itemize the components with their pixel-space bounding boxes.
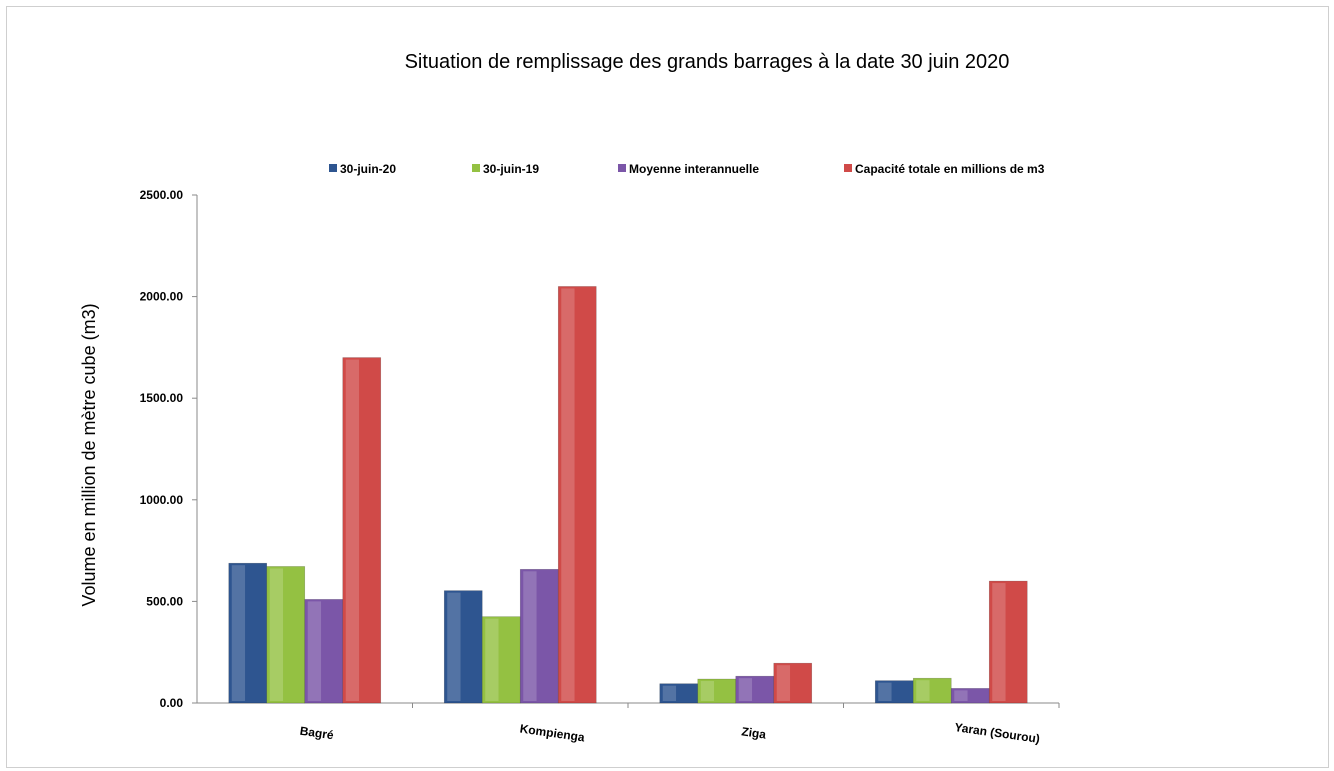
bar-highlight [561, 288, 575, 701]
bar [519, 568, 559, 704]
bar-highlight [231, 565, 246, 701]
bar-highlight [878, 682, 892, 701]
y-tick-label: 2500.00 [140, 188, 184, 202]
bar-highlight [523, 571, 537, 701]
bar-highlight [307, 601, 322, 701]
bar-highlight [776, 665, 791, 701]
chart-frame: Situation de remplissage des grands barr… [6, 6, 1329, 768]
chart-svg: Situation de remplissage des grands barr… [79, 51, 1060, 746]
bar-highlight [447, 592, 461, 701]
bar [988, 580, 1028, 704]
legend-swatch [329, 164, 337, 172]
bar [443, 590, 483, 704]
legend-label: Capacité totale en millions de m3 [855, 162, 1045, 176]
legend: 30-juin-20 30-juin-19 Moyenne interannuell… [329, 162, 1045, 176]
chart-title: Situation de remplissage des grands barr… [405, 51, 1010, 73]
legend-label: 30-juin-19 [483, 162, 539, 176]
y-axis-label: Volume en million de mètre cube (m3) [79, 303, 99, 606]
y-tick-label: 2000.00 [140, 290, 184, 304]
bar-highlight [916, 680, 930, 701]
bar-highlight [345, 359, 360, 701]
x-tick-label: Kompienga [519, 722, 586, 745]
legend-label: 30-juin-20 [340, 162, 396, 176]
x-tick-label: Ziga [741, 724, 768, 741]
legend-swatch [844, 164, 852, 172]
bar [557, 286, 597, 704]
bar [912, 677, 952, 704]
bar [304, 599, 344, 704]
y-tick-label: 1000.00 [140, 493, 184, 507]
legend-label: Moyenne interannuelle [629, 162, 759, 176]
y-tick-label: 1500.00 [140, 391, 184, 405]
bar-highlight [954, 690, 968, 701]
x-tick-label: Yaran (Sourou) [954, 720, 1041, 746]
bar-highlight [700, 681, 715, 701]
bar-highlight [992, 583, 1006, 701]
bar [773, 662, 813, 704]
bar-highlight [738, 678, 753, 701]
bar-highlight [269, 568, 284, 701]
bar-highlight [662, 685, 677, 701]
y-tick-label: 0.00 [160, 696, 184, 710]
bar [266, 566, 306, 704]
bar-highlight [485, 618, 499, 701]
y-tick-label: 500.00 [146, 594, 183, 608]
bars [228, 286, 1028, 704]
bar [342, 357, 382, 704]
bar [228, 562, 268, 704]
legend-swatch [618, 164, 626, 172]
x-tick-label: Bagré [299, 724, 335, 743]
legend-swatch [472, 164, 480, 172]
